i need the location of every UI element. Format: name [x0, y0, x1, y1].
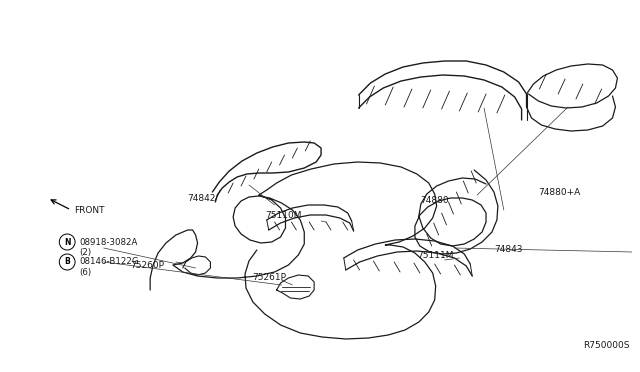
Text: 75110M: 75110M: [265, 211, 301, 219]
Text: 74842: 74842: [188, 193, 216, 202]
Text: 08146-B122G: 08146-B122G: [79, 257, 139, 266]
Text: R750000S: R750000S: [583, 340, 629, 350]
Text: 75260P: 75260P: [131, 260, 164, 269]
Text: 74843: 74843: [494, 246, 522, 254]
Text: 75111M: 75111M: [417, 250, 453, 260]
Text: N: N: [64, 237, 70, 247]
Text: (6): (6): [79, 267, 91, 276]
Text: FRONT: FRONT: [74, 205, 104, 215]
Text: (2): (2): [79, 247, 91, 257]
Text: 74880: 74880: [420, 196, 449, 205]
Text: 74880+A: 74880+A: [538, 187, 580, 196]
Text: 75261P: 75261P: [252, 273, 286, 282]
Text: 08918-3082A: 08918-3082A: [79, 237, 138, 247]
Text: B: B: [64, 257, 70, 266]
